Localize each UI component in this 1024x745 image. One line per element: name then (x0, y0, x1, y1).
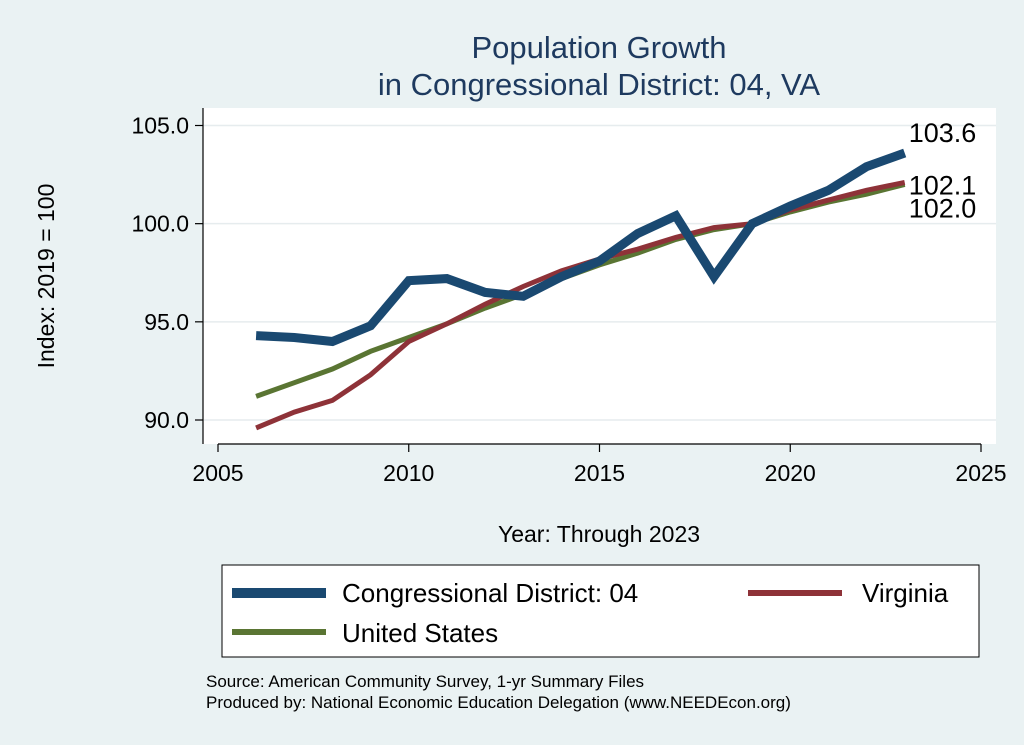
end-label-1: 102.1 (909, 170, 977, 200)
legend-label-district: Congressional District: 04 (342, 578, 638, 608)
chart-title-line-2: in Congressional District: 04, VA (378, 67, 821, 102)
y-tick-label-90: 90.0 (144, 407, 189, 433)
end-label-2: 102.0 (909, 193, 977, 223)
source-notes: Source: American Community Survey, 1-yr … (206, 672, 791, 712)
x-tick-label-2020: 2020 (765, 460, 816, 486)
x-tick-label-2025: 2025 (955, 460, 1006, 486)
legend-box (221, 564, 980, 658)
legend: Congressional District: 04 Virginia Unit… (221, 564, 980, 658)
x-tick-label-2015: 2015 (574, 460, 625, 486)
x-tick-label-2005: 2005 (192, 460, 243, 486)
chart-title-line-1: Population Growth (471, 30, 726, 65)
end-label-0: 103.6 (909, 118, 977, 148)
gridlines (203, 124, 996, 421)
x-tick-label-2010: 2010 (383, 460, 434, 486)
y-axis-title: Index: 2019 = 100 (33, 184, 59, 369)
legend-label-united-states: United States (342, 618, 498, 648)
source-note: Source: American Community Survey, 1-yr … (206, 672, 644, 691)
series-lines (255, 148, 907, 431)
series-line-0 (255, 148, 907, 347)
chart-title: Population Growth in Congressional Distr… (378, 30, 821, 102)
axes: 90.0 95.0 100.0 105.0 2005 2010 2015 2020 2025 (131, 108, 1007, 486)
y-tick-label-100: 100.0 (131, 211, 189, 237)
producer-note: Produced by: National Economic Education… (206, 693, 791, 712)
y-tick-label-95: 95.0 (144, 309, 189, 335)
x-axis-title: Year: Through 2023 (498, 521, 700, 547)
y-tick-label-105: 105.0 (131, 113, 189, 139)
legend-label-virginia: Virginia (862, 578, 949, 608)
